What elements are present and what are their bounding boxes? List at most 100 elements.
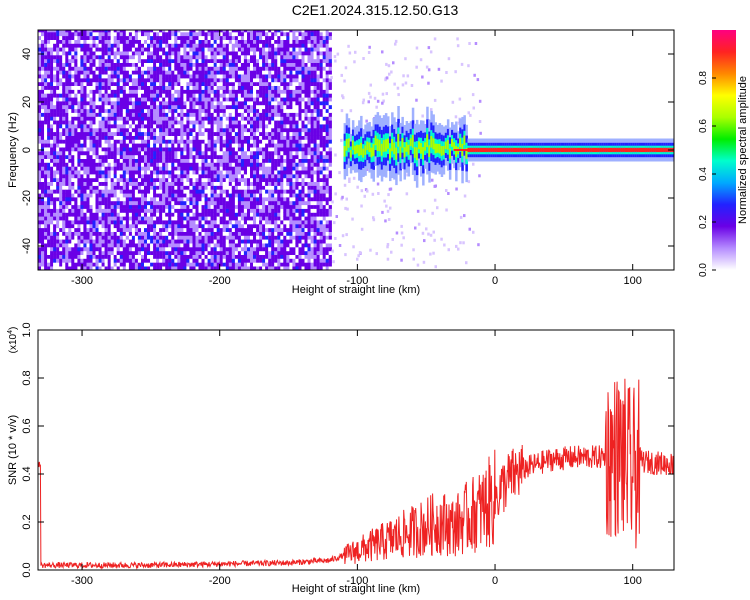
heatmap-cell	[150, 31, 154, 37]
heatmap-cell	[213, 139, 217, 144]
heatmap-cell	[162, 185, 166, 190]
heatmap-cell	[174, 162, 178, 167]
heatmap-cell	[53, 231, 57, 236]
heatmap-cell	[219, 39, 223, 44]
heatmap-cell	[134, 124, 139, 129]
heatmap-cell	[95, 262, 99, 267]
heatmap-cell	[265, 266, 269, 270]
heatmap-cell	[265, 70, 269, 75]
heatmap-cell	[131, 177, 136, 182]
heatmap-cell	[168, 51, 172, 56]
heatmap-cell	[104, 235, 108, 240]
heatmap-cell	[277, 266, 281, 270]
heatmap-cell	[268, 47, 272, 52]
heatmap-cell	[71, 116, 75, 121]
heatmap-cell	[153, 55, 157, 60]
heatmap-cell	[101, 127, 105, 133]
heatmap-cell	[207, 93, 211, 98]
heatmap-cell	[262, 262, 266, 267]
heatmap-cell	[98, 181, 102, 186]
heatmap-cell	[177, 162, 181, 167]
heatmap-cell	[213, 258, 217, 263]
heatmap-cell	[237, 204, 242, 209]
heatmap-cell	[86, 243, 90, 248]
heatmap-cell	[192, 174, 196, 179]
heatmap-cell	[165, 139, 169, 144]
heatmap-cell	[68, 212, 72, 217]
heatmap-cell	[219, 158, 223, 163]
heatmap-cell	[92, 78, 96, 83]
heatmap-cell	[74, 131, 78, 136]
heatmap-cell	[210, 93, 214, 98]
heatmap-cell	[153, 200, 157, 206]
heatmap-cell	[101, 135, 105, 140]
heatmap-cell	[198, 212, 202, 217]
heatmap-cell	[168, 208, 172, 213]
heatmap-cell	[183, 174, 187, 179]
heatmap-cell	[219, 170, 223, 175]
heatmap-cell	[204, 231, 208, 236]
heatmap-cell	[256, 135, 260, 140]
heatmap-cell	[189, 220, 193, 225]
heatmap-cell	[125, 31, 129, 37]
heatmap-cell	[92, 81, 96, 86]
heatmap-cell	[271, 108, 275, 113]
heatmap-cell	[210, 55, 214, 60]
heatmap-cell	[41, 97, 45, 102]
heatmap-cell	[89, 51, 93, 56]
heatmap-cell	[62, 162, 66, 167]
heatmap-cell	[174, 266, 178, 270]
heatmap-cell	[189, 204, 193, 209]
heatmap-cell	[268, 262, 272, 267]
heatmap-cell	[271, 162, 275, 167]
heatmap-cell	[198, 97, 202, 102]
heatmap-cell	[259, 31, 263, 37]
heatmap-cell	[110, 227, 114, 232]
heatmap-cell	[125, 193, 129, 198]
heatmap-cell	[59, 216, 63, 221]
heatmap-cell	[277, 220, 281, 225]
heatmap-cell	[110, 30, 114, 33]
heatmap-cell	[147, 104, 151, 110]
heatmap-cell	[213, 43, 217, 48]
heatmap-cell	[131, 181, 136, 186]
heatmap-cell	[95, 47, 99, 52]
heatmap-cell	[71, 93, 75, 98]
heatmap-cell	[80, 231, 84, 236]
heatmap-cell	[207, 262, 211, 267]
heatmap-cell	[231, 200, 235, 206]
heatmap-cell	[71, 108, 75, 113]
heatmap-cell	[262, 223, 266, 229]
heatmap-cell	[125, 223, 129, 229]
heatmap-cell	[180, 204, 184, 209]
heatmap-cell	[201, 74, 205, 79]
heatmap-cell	[159, 93, 163, 98]
heatmap-cell	[122, 31, 126, 37]
heatmap-cell	[183, 258, 187, 263]
heatmap-cell	[259, 78, 263, 83]
heatmap-cell	[53, 51, 57, 56]
heatmap-cell	[171, 131, 175, 136]
heatmap-cell	[240, 70, 245, 75]
heatmap-cell	[259, 101, 263, 106]
heatmap-cell	[92, 143, 96, 148]
heatmap-cell	[198, 231, 202, 236]
heatmap-cell	[183, 97, 187, 102]
heatmap-cell	[192, 47, 196, 52]
heatmap-cell	[210, 108, 214, 113]
heatmap-cell	[201, 127, 205, 133]
heatmap-cell	[237, 177, 242, 182]
heatmap-cell	[271, 212, 275, 217]
heatmap-cell	[68, 235, 72, 240]
heatmap-cell	[150, 70, 154, 75]
heatmap-cell	[147, 31, 151, 37]
heatmap-cell	[247, 78, 251, 83]
heatmap-cell	[210, 31, 214, 37]
heatmap-cell	[180, 227, 184, 232]
heatmap-cell	[216, 31, 220, 37]
heatmap-cell	[119, 262, 123, 267]
heatmap-cell	[122, 47, 126, 52]
heatmap-cell	[243, 104, 248, 110]
heatmap-cell	[253, 158, 257, 163]
heatmap-cell	[243, 139, 248, 144]
